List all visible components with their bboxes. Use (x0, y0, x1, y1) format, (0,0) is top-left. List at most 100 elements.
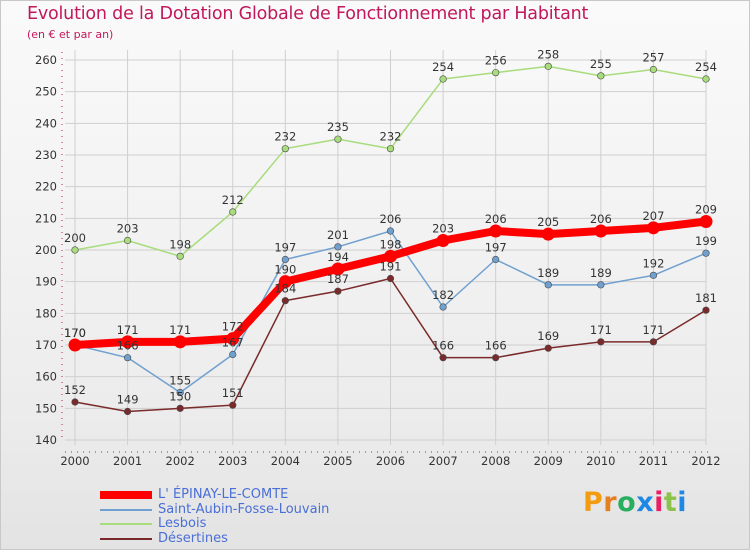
data-point-d-sertines (649, 338, 658, 346)
data-label-d-sertines: 152 (64, 383, 86, 397)
data-point-d-sertines (597, 338, 605, 346)
data-point-l-pinay-le-comte (541, 227, 555, 241)
data-point-lesbois (597, 72, 605, 80)
data-point-l-pinay-le-comte (121, 335, 135, 349)
data-label-saint-aubin-fosse-louvain: 199 (695, 234, 717, 248)
data-label-d-sertines: 191 (380, 260, 402, 274)
y-tick-label: 180 (35, 306, 57, 320)
data-label-d-sertines: 184 (274, 282, 296, 296)
data-point-l-pinay-le-comte (699, 215, 713, 228)
axes: 140 150 160 170 180 190 200 210 220 230 240 250 260 2… (35, 52, 721, 468)
legend-label: Désertines (158, 530, 228, 546)
data-label-d-sertines: 187 (327, 272, 349, 286)
data-point-l-pinay-le-comte (384, 249, 397, 263)
logo-letter: o (617, 487, 637, 518)
data-label-lesbois: 212 (222, 193, 244, 207)
logo-letter: i (654, 487, 664, 518)
data-labels: 170 166 155 167 197 201 206 182 197 189 189 192 199 2… (64, 47, 717, 406)
legend: L' ÉPINAY-LE-COMTE Saint-Aubin-Fosse-Louv… (100, 487, 330, 546)
y-tick-label: 210 (35, 211, 57, 225)
data-point-saint-aubin-fosse-louvain (597, 281, 605, 289)
data-label-lesbois: 200 (64, 231, 86, 245)
y-tick-label: 250 (35, 85, 57, 99)
legend-label: Saint-Aubin-Fosse-Louvain (158, 501, 330, 517)
data-point-d-sertines (71, 398, 79, 406)
data-label-d-sertines: 169 (537, 329, 559, 343)
legend-item-l-pinay-le-comte: L' ÉPINAY-LE-COMTE (100, 487, 329, 503)
data-label-lesbois: 254 (432, 60, 454, 74)
data-label-d-sertines: 151 (222, 386, 244, 400)
data-label-l-pinay-le-comte: 172 (222, 320, 244, 334)
data-label-lesbois: 232 (274, 130, 296, 144)
logo-letter: i (677, 487, 688, 518)
series-lines (68, 62, 713, 416)
y-tick-label: 200 (35, 243, 57, 257)
data-label-l-pinay-le-comte: 206 (590, 212, 612, 226)
data-label-d-sertines: 171 (590, 323, 612, 337)
data-point-saint-aubin-fosse-louvain (281, 255, 289, 264)
data-label-l-pinay-le-comte: 207 (642, 209, 664, 223)
data-label-saint-aubin-fosse-louvain: 197 (274, 241, 296, 255)
data-point-lesbois (649, 65, 658, 74)
x-tick-label: 2003 (218, 454, 247, 468)
data-point-lesbois (281, 145, 289, 153)
data-point-d-sertines (702, 306, 710, 314)
logo-letter: r (603, 487, 618, 518)
chart-title: Evolution de la Dotation Globale de Fonc… (27, 4, 589, 24)
data-label-lesbois: 235 (327, 120, 349, 134)
legend-swatch (100, 508, 152, 511)
data-label-l-pinay-le-comte: 190 (274, 263, 296, 277)
data-label-saint-aubin-fosse-louvain: 201 (327, 228, 349, 242)
data-label-l-pinay-le-comte: 205 (537, 215, 559, 229)
data-label-l-pinay-le-comte: 206 (485, 212, 507, 226)
data-point-saint-aubin-fosse-louvain (649, 271, 658, 279)
data-point-lesbois (439, 75, 447, 83)
data-point-lesbois (544, 62, 552, 70)
y-tick-label: 140 (35, 433, 57, 447)
data-point-l-pinay-le-comte (331, 262, 345, 276)
data-point-saint-aubin-fosse-louvain (544, 281, 552, 289)
data-point-d-sertines (439, 354, 447, 362)
data-point-lesbois (492, 69, 500, 77)
data-point-lesbois (229, 208, 237, 216)
data-point-d-sertines (229, 401, 237, 409)
data-label-d-sertines: 150 (169, 389, 191, 403)
data-point-l-pinay-le-comte (226, 332, 240, 346)
data-label-saint-aubin-fosse-louvain: 155 (169, 374, 191, 388)
data-point-l-pinay-le-comte (436, 234, 450, 247)
y-tick-label: 150 (35, 401, 57, 415)
data-label-d-sertines: 171 (642, 323, 664, 337)
data-label-l-pinay-le-comte: 203 (432, 222, 454, 236)
data-point-l-pinay-le-comte (173, 335, 187, 349)
data-point-d-sertines (544, 344, 552, 352)
legend-swatch (100, 523, 152, 526)
legend-swatch (100, 537, 152, 540)
data-label-lesbois: 258 (537, 47, 559, 61)
y-tick-label: 240 (35, 116, 57, 130)
data-label-d-sertines: 181 (695, 291, 717, 305)
data-label-saint-aubin-fosse-louvain: 197 (485, 241, 507, 255)
data-point-l-pinay-le-comte (489, 224, 503, 238)
data-label-lesbois: 198 (169, 237, 191, 251)
legend-label: Lesbois (158, 516, 207, 531)
data-point-d-sertines (386, 274, 395, 283)
data-label-d-sertines: 149 (117, 393, 139, 407)
data-label-saint-aubin-fosse-louvain: 189 (537, 266, 559, 280)
data-point-saint-aubin-fosse-louvain (386, 227, 395, 235)
data-point-l-pinay-le-comte (646, 221, 660, 235)
x-tick-label: 2000 (60, 454, 89, 468)
data-label-lesbois: 254 (695, 60, 717, 74)
x-tick-label: 2009 (534, 454, 563, 468)
data-point-lesbois (176, 252, 184, 260)
data-point-lesbois (71, 246, 79, 254)
data-label-l-pinay-le-comte: 209 (695, 203, 717, 217)
y-tick-label: 170 (35, 338, 57, 352)
legend-label: L' ÉPINAY-LE-COMTE (158, 487, 289, 502)
data-label-lesbois: 203 (117, 222, 139, 236)
data-label-l-pinay-le-comte: 171 (117, 323, 139, 337)
data-label-saint-aubin-fosse-louvain: 182 (432, 288, 454, 302)
x-tick-label: 2012 (691, 454, 720, 468)
data-point-l-pinay-le-comte (594, 224, 608, 238)
y-tick-label: 230 (35, 148, 57, 162)
